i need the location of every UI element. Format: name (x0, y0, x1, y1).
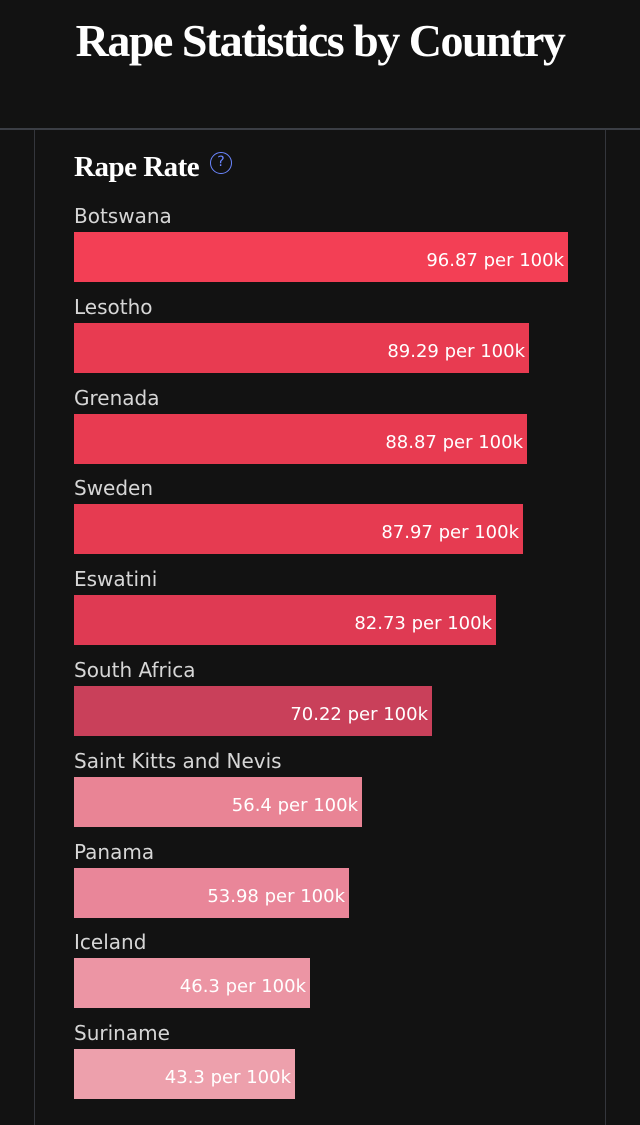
bar[interactable]: 96.87 per 100k (74, 232, 568, 282)
bar-value-label: 89.29 per 100k (387, 340, 525, 362)
chart-title: Rape Rate (74, 151, 200, 183)
bar-category-label: Eswatini (74, 567, 158, 592)
bar-value-label: 53.98 per 100k (207, 885, 345, 907)
bar-value-label: 46.3 per 100k (179, 976, 306, 998)
bar-category-label: Botswana (74, 204, 172, 228)
bar-category-label: Saint Kitts and Nevis (74, 748, 282, 773)
panel-border-right (605, 130, 606, 1125)
bar[interactable]: 87.97 per 100k (74, 504, 523, 555)
bar-category-label: Panama (74, 839, 155, 864)
bar-category-label: Suriname (74, 1021, 170, 1046)
bar-value-label: 70.22 per 100k (290, 704, 428, 725)
bar[interactable]: 43.3 per 100k (74, 1049, 295, 1100)
bar-value-label: 87.97 per 100k (381, 522, 519, 544)
bar-value-label: 96.87 per 100k (426, 250, 564, 271)
bar-category-label: South Africa (74, 658, 196, 682)
bar-value-label: 82.73 per 100k (354, 613, 492, 635)
bar[interactable]: 89.29 per 100k (74, 322, 529, 373)
bar-value-label: 43.3 per 100k (164, 1067, 291, 1089)
bar[interactable]: 46.3 per 100k (74, 958, 310, 1009)
bar-category-label: Iceland (74, 930, 147, 955)
bar-category-label: Sweden (74, 476, 154, 501)
bar-value-label: 88.87 per 100k (385, 431, 523, 453)
header-divider (0, 128, 640, 130)
bar[interactable]: 88.87 per 100k (74, 413, 527, 464)
bar-category-label: Grenada (74, 385, 160, 410)
panel-border-left (34, 130, 35, 1125)
bar[interactable]: 53.98 per 100k (74, 867, 349, 918)
question-circle-icon[interactable]: ? (210, 152, 232, 174)
bar[interactable]: 82.73 per 100k (74, 595, 496, 646)
bar-category-label: Lesotho (74, 294, 153, 319)
page-title: Rape Statistics by Country (75, 15, 566, 66)
bar[interactable]: 56.4 per 100k (74, 776, 362, 827)
bar[interactable]: 70.22 per 100k (74, 686, 432, 736)
bar-value-label: 56.4 per 100k (231, 794, 358, 816)
